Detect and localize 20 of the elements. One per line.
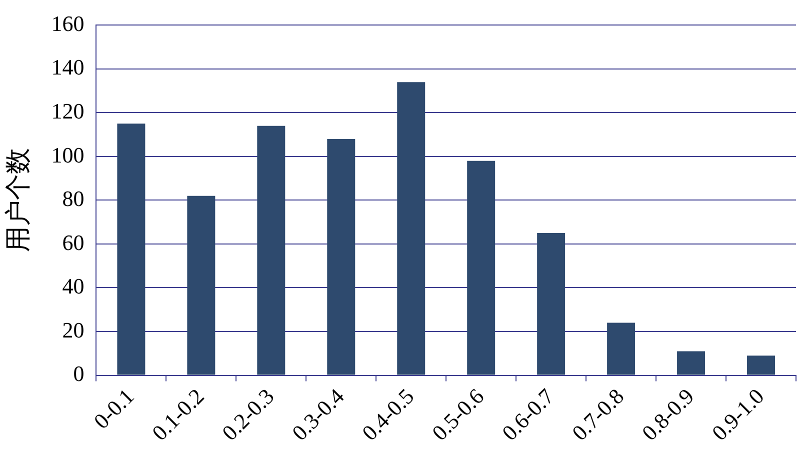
bar xyxy=(397,82,426,375)
y-tick-label: 100 xyxy=(51,142,84,168)
y-tick-label: 140 xyxy=(51,54,84,80)
bar xyxy=(327,138,356,375)
y-tick-label: 60 xyxy=(62,230,84,255)
bar xyxy=(257,126,286,375)
bar xyxy=(677,351,706,375)
y-tick-label: 160 xyxy=(51,10,84,36)
bar xyxy=(117,124,146,375)
bar xyxy=(187,196,216,375)
y-tick-label: 20 xyxy=(62,317,84,342)
y-tick-label: 40 xyxy=(62,274,84,299)
y-tick-label: 0 xyxy=(73,361,84,386)
bar xyxy=(467,160,496,375)
bar xyxy=(747,356,776,375)
y-tick-label: 120 xyxy=(51,98,84,124)
y-tick-label: 80 xyxy=(62,186,84,212)
bar xyxy=(607,322,636,375)
bar xyxy=(537,233,566,375)
y-axis-title: 用户个数 xyxy=(3,148,32,252)
